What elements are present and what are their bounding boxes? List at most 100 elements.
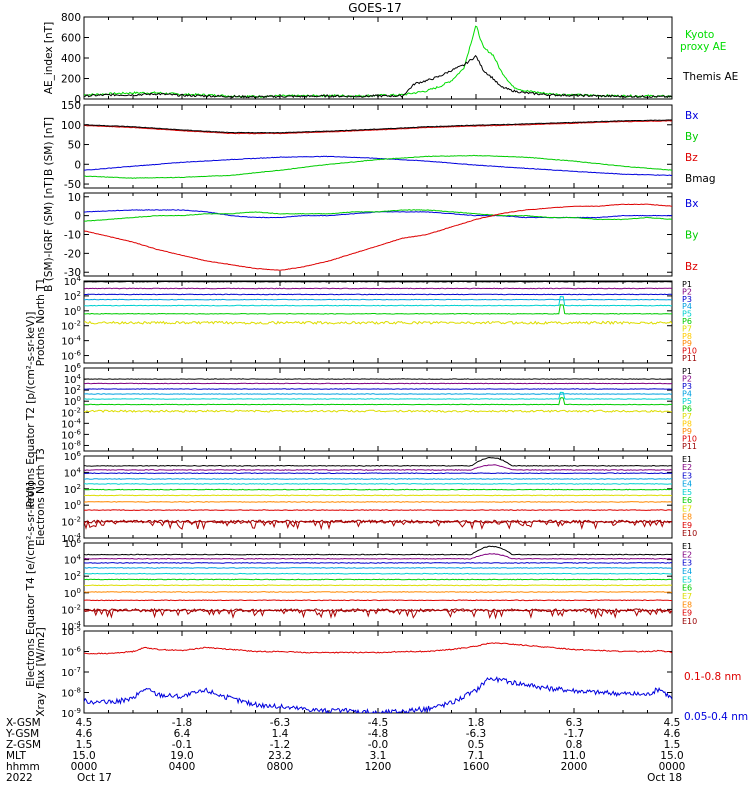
panel-6-legend-e7: E7	[682, 592, 692, 601]
panel-0-ytick: 600	[61, 33, 81, 45]
panel-6-legend-e6: E6	[682, 584, 692, 593]
panel-3-ylabel: Protons North T1	[35, 278, 47, 366]
panel-3-series-p5	[84, 295, 672, 307]
panel-2-legend-bz: Bz	[685, 261, 698, 273]
panel-5-legend-e7: E7	[682, 504, 692, 513]
panel-0-ytick: 200	[61, 74, 81, 86]
panel-3-series-p1	[84, 281, 672, 283]
panel-5-series-e8	[84, 501, 672, 503]
panel-1-ytick: -50	[64, 179, 81, 191]
panel-3-series-p3	[84, 293, 672, 296]
legend-kyoto-2: proxy AE	[680, 41, 726, 53]
panel-4-legend-p3: P3	[682, 382, 692, 391]
panel-5-ytick: 10-2	[61, 516, 81, 529]
panel-6-series-e8	[84, 591, 672, 593]
panel-2-ytick: 10	[68, 192, 81, 204]
panel-6-ytick: 104	[64, 554, 82, 567]
panel-0-ytick: 400	[61, 53, 81, 65]
panel-6-ytick: 10-2	[61, 603, 81, 616]
panel-5-series-e1	[84, 456, 672, 467]
panel-6-series-e6	[84, 578, 672, 581]
panel-5-series-e4	[84, 478, 672, 480]
footer-row-label-2: Z-GSM	[6, 739, 41, 751]
panel-5-legend-e5: E5	[682, 488, 692, 497]
panel-6-series-e4	[84, 567, 672, 569]
panel-7-ytick: 10-8	[61, 687, 81, 700]
panel-4-legend-p10: P10	[682, 435, 697, 444]
panel-0-series-themis-ae	[84, 54, 672, 99]
panel-4-legend-p4: P4	[682, 390, 692, 399]
panel-4-series-p1	[84, 378, 672, 380]
legend-xray-short: 0.05-0.4 nm	[684, 711, 748, 723]
panel-7-ytick: 10-5	[61, 625, 81, 638]
panel-7-series-short-channel	[84, 676, 672, 713]
panel-1-ytick: 100	[61, 120, 81, 132]
panel-1-ytick: 150	[61, 100, 81, 112]
panel-5-series-e6	[84, 488, 672, 491]
panel-5-legend-e4: E4	[682, 480, 692, 489]
panel-1-frame	[83, 104, 673, 189]
panel-3-legend-p3: P3	[682, 295, 692, 304]
footer-y_gsm-6: 4.6	[664, 728, 681, 740]
panel-2-series-bx	[84, 209, 672, 219]
panel-6-legend-e3: E3	[682, 559, 692, 568]
panel-3-legend-p10: P10	[682, 347, 697, 356]
footer-hhmm-1: 0400	[169, 761, 196, 773]
panel-3-legend-p2: P2	[682, 287, 692, 296]
panel-5-legend-e10: E10	[682, 529, 697, 538]
footer-x_gsm-4: 1.8	[468, 717, 485, 729]
panel-0-series-kyoto-proxy-ae	[84, 25, 672, 98]
panel-1-legend-bmag: Bmag	[685, 173, 716, 185]
panel-0-ytick: 0	[74, 94, 81, 106]
panel-5-series-e5	[84, 483, 672, 485]
panel-2-series-by	[84, 209, 672, 222]
panel-2-legend: Bx By Bz	[685, 198, 698, 273]
panel-4-legend-p6: P6	[682, 405, 692, 414]
panel-4-series-p6	[84, 397, 672, 406]
panel-4-legend-p1: P1	[682, 367, 692, 376]
panel-2-ytick: -20	[64, 248, 81, 260]
footer-y_gsm-0: 4.6	[76, 728, 93, 740]
footer-x_gsm-3: -4.5	[368, 717, 389, 729]
footer-row-label-3: MLT	[6, 750, 26, 762]
panel-5-series-e9	[84, 509, 672, 511]
panel-4-legend-p2: P2	[682, 375, 692, 384]
footer-mlt-0: 15.0	[72, 750, 95, 762]
panel-1-ytick: 0	[74, 159, 81, 171]
footer-z_gsm-5: 0.8	[566, 739, 583, 751]
panel-6-legend-e9: E9	[682, 609, 692, 618]
footer-mlt-5: 11.0	[562, 750, 585, 762]
panel-2-legend-by: By	[685, 230, 698, 242]
panel-3-series-p7	[84, 320, 672, 325]
panel-5-ytick: 104	[64, 466, 82, 479]
footer-mlt-2: 23.2	[268, 750, 291, 762]
panel-1-series-bx	[84, 155, 672, 177]
footer-z_gsm-2: -1.2	[270, 739, 291, 751]
footer-z_gsm-4: 0.5	[468, 739, 485, 751]
panel-6-ytick: 102	[64, 570, 81, 583]
panel-6-legend-e1: E1	[682, 542, 692, 551]
panel-5-frame	[83, 455, 673, 539]
panel-6-ytick: 100	[64, 587, 81, 600]
panel-6-series-e5	[84, 572, 672, 575]
panel-6-series-e3	[84, 562, 672, 564]
panel-7-ylabel: Xray flux [W/m2]	[35, 627, 47, 716]
panel-2-series-bz	[84, 203, 672, 271]
panel-5-ytick: 100	[64, 499, 81, 512]
panel-4-legend-p8: P8	[682, 420, 692, 429]
footer-x_gsm-6: 4.5	[664, 717, 681, 729]
footer-mlt-4: 7.1	[468, 750, 485, 762]
panel-3-legend-p8: P8	[682, 332, 692, 341]
panel-5-series-e3	[84, 472, 672, 475]
panel-7-legend: 0.1-0.8 nm 0.05-0.4 nm	[684, 671, 748, 723]
panel-2: -30 -20 -10 0 10 B (SM)-IGRF (SM) [nT] Bx By Bz	[43, 177, 698, 292]
panel-6-series-e1	[84, 545, 672, 556]
panel-5-series-e2	[84, 464, 672, 471]
